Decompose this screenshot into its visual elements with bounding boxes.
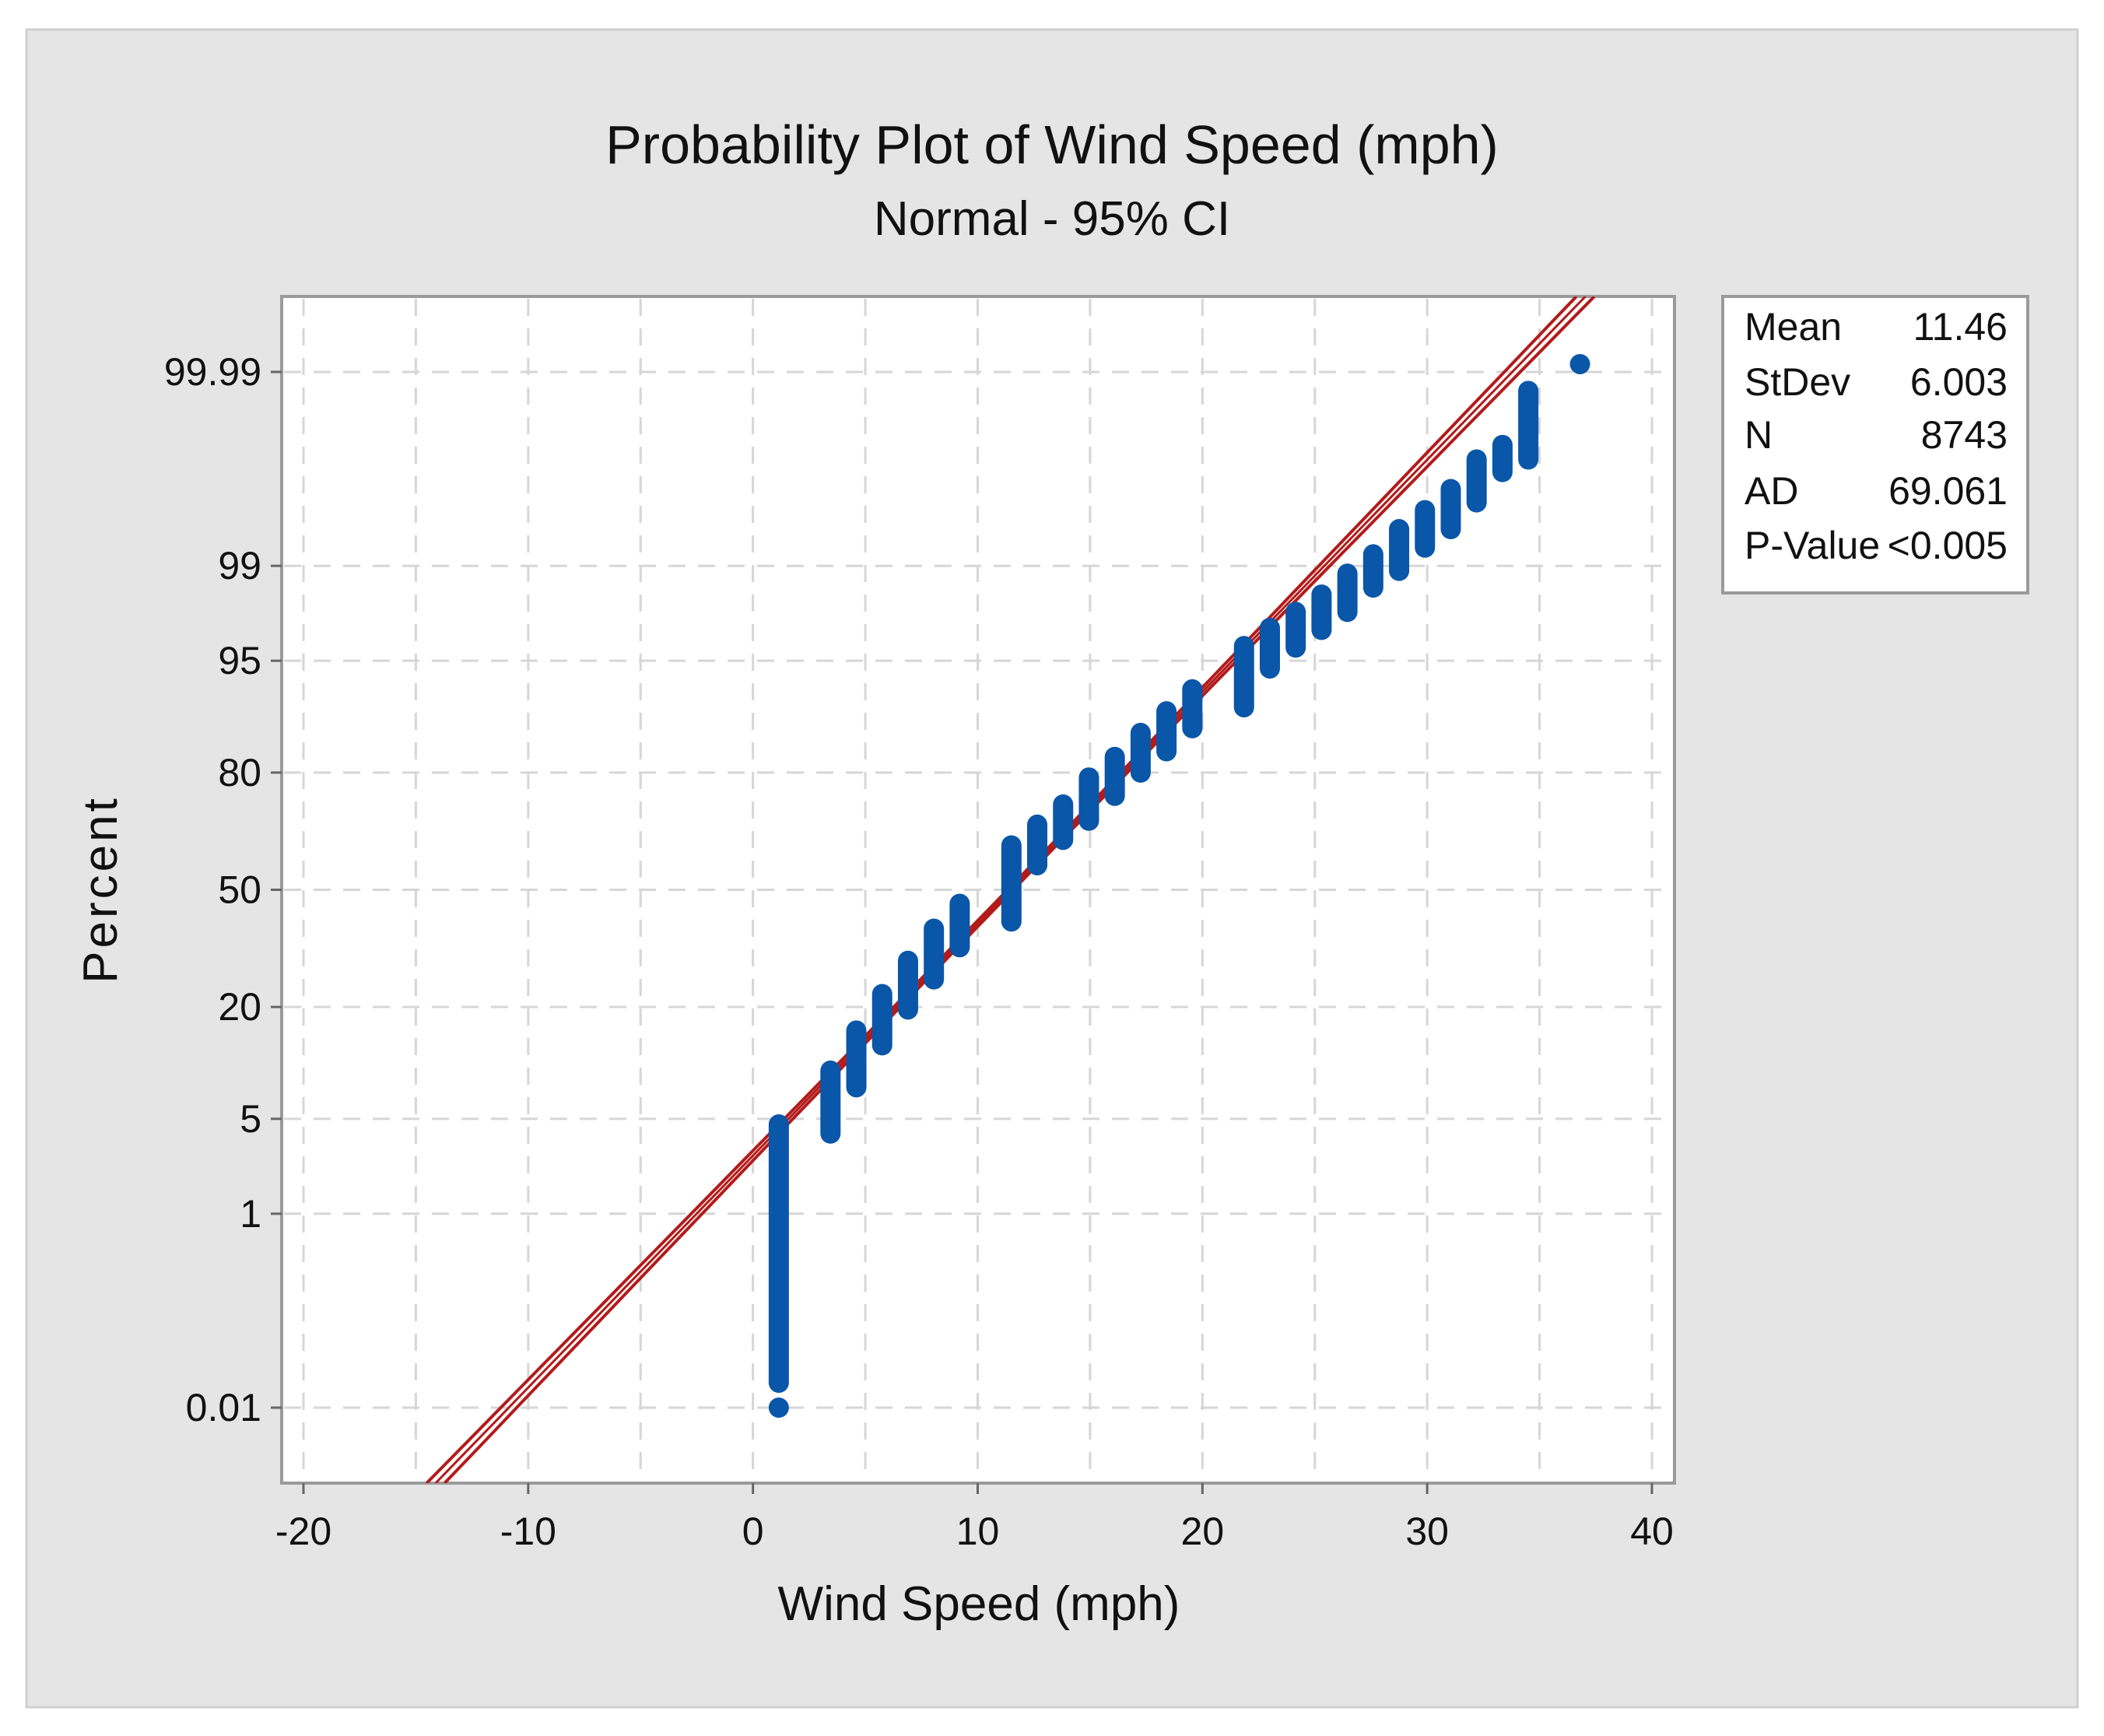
data-point (1569, 353, 1590, 374)
legend-box (1721, 295, 2029, 594)
chart-title: Probability Plot of Wind Speed (mph) (605, 114, 1499, 175)
x-axis-ticks: -20 -10 0 10 20 30 40 (275, 1483, 1674, 1553)
chart-subtitle: Normal - 95% CI (874, 192, 1230, 246)
x-tick-label: 0 (742, 1510, 764, 1553)
x-tick-label: 30 (1405, 1510, 1449, 1553)
legend-stat-value: 11.46 (1913, 305, 2008, 349)
y-tick-label: 50 (218, 868, 261, 912)
x-tick-label: 40 (1630, 1510, 1674, 1553)
legend-stat-value: 8743 (1921, 413, 2008, 457)
gridlines (284, 299, 1672, 1481)
legend-stat-label: Mean (1745, 305, 1842, 349)
y-tick-label: 99 (218, 544, 261, 587)
data-points (768, 353, 1590, 1419)
y-axis-ticks: 0.01 1 5 20 50 80 95 99 99.99 (164, 350, 282, 1429)
legend-stat-label: AD (1745, 469, 1798, 513)
legend-stat-label: N (1745, 413, 1773, 457)
legend-stat-value: 6.003 (1910, 360, 2008, 404)
legend-stat-value: <0.005 (1888, 524, 2008, 567)
x-tick-label: -20 (275, 1510, 331, 1553)
x-tick-label: 10 (956, 1510, 1000, 1553)
data-point (768, 1398, 789, 1419)
y-tick-label: 20 (218, 985, 261, 1029)
y-tick-label: 0.01 (186, 1386, 261, 1429)
y-tick-label: 5 (240, 1097, 261, 1141)
legend-stat-value: 69.061 (1888, 469, 2008, 513)
x-tick-label: 20 (1181, 1510, 1225, 1553)
y-tick-label: 99.99 (164, 350, 261, 394)
y-tick-label: 1 (240, 1192, 261, 1236)
y-tick-label: 80 (218, 751, 261, 794)
legend-stat-label: StDev (1745, 360, 1850, 404)
legend-stat-label: P-Value (1745, 524, 1880, 567)
y-axis-label: Percent (74, 795, 128, 984)
x-axis-label: Wind Speed (mph) (778, 1577, 1180, 1631)
y-tick-label: 95 (218, 639, 261, 682)
x-tick-label: -10 (500, 1510, 556, 1553)
